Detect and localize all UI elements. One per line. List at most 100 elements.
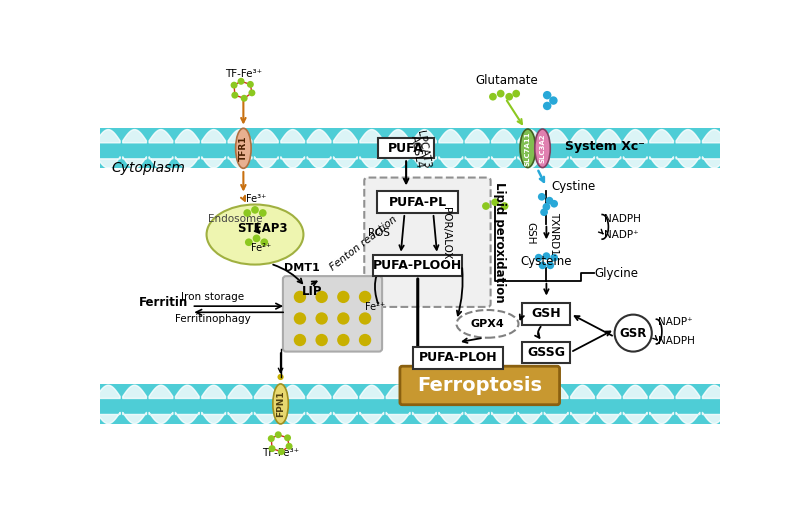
Circle shape [274,431,282,438]
Circle shape [543,102,551,110]
Circle shape [542,252,550,260]
Text: Fe²⁺: Fe²⁺ [251,243,271,253]
FancyBboxPatch shape [377,191,458,213]
Text: PUFA-PLOOH: PUFA-PLOOH [373,259,462,272]
Circle shape [261,238,268,246]
Circle shape [359,334,371,346]
Circle shape [245,238,253,246]
Circle shape [251,206,259,214]
FancyBboxPatch shape [414,347,502,368]
Circle shape [269,445,275,452]
Text: System Xc⁻: System Xc⁻ [565,140,645,153]
Text: Cysteine: Cysteine [521,254,572,268]
Text: NADP⁺: NADP⁺ [658,316,693,326]
Text: Fenton reaction: Fenton reaction [328,215,399,273]
Text: NADPH: NADPH [604,214,641,224]
Circle shape [337,312,350,325]
Text: TF-Fe³⁺: TF-Fe³⁺ [262,448,299,458]
Circle shape [491,198,499,206]
Text: GSSG: GSSG [527,346,566,359]
Circle shape [294,312,306,325]
Circle shape [231,92,238,99]
Text: DMT1: DMT1 [285,263,320,272]
Text: Glutamate: Glutamate [475,74,538,87]
Text: SLC7A11: SLC7A11 [525,131,531,165]
Text: POR/ALOX: POR/ALOX [441,207,451,259]
FancyBboxPatch shape [522,341,570,363]
Circle shape [489,93,497,101]
FancyBboxPatch shape [364,178,490,307]
Text: GPX4: GPX4 [470,319,504,329]
Text: NADP⁺: NADP⁺ [604,229,638,240]
Text: LPCAT3: LPCAT3 [415,130,432,170]
Circle shape [278,374,284,380]
Circle shape [482,202,490,210]
Circle shape [501,202,509,210]
Bar [100,128,720,169]
Circle shape [238,78,245,85]
Ellipse shape [520,129,535,167]
Ellipse shape [206,205,303,264]
Circle shape [614,315,652,351]
Circle shape [538,261,546,269]
Text: TF-Fe³⁺: TF-Fe³⁺ [225,69,262,79]
Circle shape [315,312,328,325]
Circle shape [540,208,548,216]
Circle shape [315,334,328,346]
Text: Ferritin: Ferritin [139,296,188,309]
Circle shape [359,312,371,325]
Bar [100,384,720,424]
Text: PUFA: PUFA [388,142,424,155]
Circle shape [506,93,513,101]
Text: TFR1: TFR1 [239,136,248,161]
Text: Fe²⁺: Fe²⁺ [365,302,386,312]
Circle shape [550,200,558,208]
Circle shape [315,291,328,303]
Circle shape [247,81,254,88]
Circle shape [534,254,542,261]
Circle shape [243,209,251,217]
Circle shape [538,193,546,201]
Circle shape [497,90,505,98]
Text: PUFA-PLOH: PUFA-PLOH [418,351,498,364]
Circle shape [284,435,291,441]
Text: NADPH: NADPH [658,336,695,346]
FancyBboxPatch shape [283,276,382,351]
Text: PUFA-PL: PUFA-PL [389,196,447,209]
Circle shape [337,291,350,303]
Text: GSH: GSH [526,222,535,244]
Circle shape [337,334,350,346]
Text: ACSL4: ACSL4 [410,135,425,170]
Circle shape [294,291,306,303]
Circle shape [546,261,554,269]
Text: Endosome: Endosome [208,214,263,224]
Ellipse shape [236,128,251,169]
Text: SLC3A2: SLC3A2 [539,134,546,163]
Circle shape [546,197,554,205]
Circle shape [542,203,550,210]
FancyBboxPatch shape [378,138,434,158]
Circle shape [294,334,306,346]
Text: Lipid peroxidation: Lipid peroxidation [494,182,506,303]
Text: Ferritinophagy: Ferritinophagy [174,314,250,324]
Text: ROS: ROS [368,228,390,238]
Text: Ferroptosis: Ferroptosis [418,376,542,395]
Circle shape [249,90,255,96]
Circle shape [253,235,261,242]
Circle shape [230,82,238,89]
Text: Cystine: Cystine [551,180,595,193]
Circle shape [359,291,371,303]
Circle shape [259,209,266,217]
Text: GSR: GSR [619,326,647,340]
FancyBboxPatch shape [522,303,570,325]
Ellipse shape [273,384,288,424]
Circle shape [549,96,558,105]
Circle shape [278,448,285,455]
Text: Fe³⁺: Fe³⁺ [246,194,266,204]
Text: LIP: LIP [302,285,322,298]
Circle shape [550,254,558,261]
Circle shape [543,91,551,100]
Text: GSH: GSH [531,307,562,320]
Text: Cytoplasm: Cytoplasm [112,161,186,174]
Text: Iron storage: Iron storage [181,293,244,302]
